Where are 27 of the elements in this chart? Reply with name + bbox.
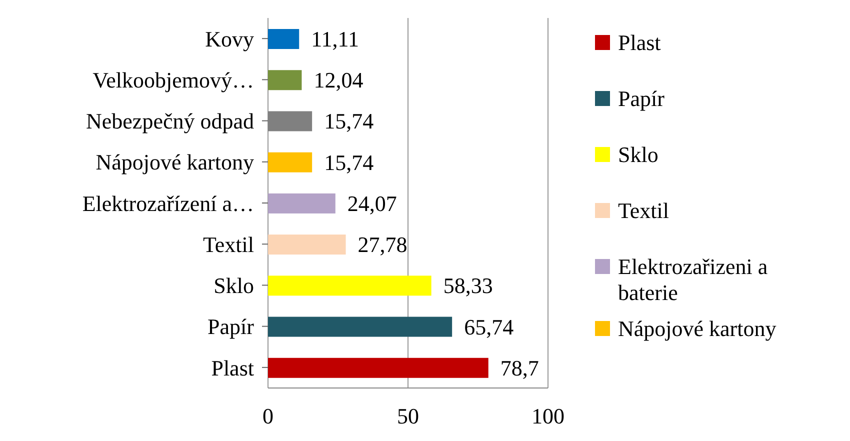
x-tick-label: 100 [532, 404, 564, 429]
y-tick-label: Velkoobjemový… [92, 67, 254, 92]
legend-label: Papír [618, 86, 664, 112]
y-tick-label: Elektrozařízení a… [82, 190, 254, 216]
x-tick-label: 50 [397, 404, 419, 429]
data-label: 78,7 [500, 355, 539, 380]
y-tick-label: Nápojové kartony [96, 150, 254, 175]
data-label: 11,11 [311, 26, 359, 52]
y-tick-label: Sklo [214, 273, 254, 298]
y-tick-label: Nebezpečný odpad [86, 108, 254, 134]
data-label: 15,74 [324, 150, 374, 175]
legend-label: Textil [618, 198, 670, 224]
y-tick-label: Plast [211, 355, 254, 380]
data-label: 58,33 [443, 273, 493, 298]
x-tick-label: 0 [262, 404, 274, 429]
legend-label: Sklo [618, 142, 658, 168]
legend-label: Nápojové kartony [618, 316, 776, 342]
data-label: 24,07 [347, 190, 397, 216]
data-label: 65,74 [464, 314, 514, 340]
data-label: 15,74 [324, 108, 374, 134]
legend-label: Plast [618, 30, 661, 56]
data-label: 27,78 [358, 232, 408, 258]
legend-label: Elektrozařizeni a baterie [618, 254, 769, 306]
y-tick-label: Textil [202, 232, 254, 257]
y-tick-label: Kovy [205, 26, 254, 52]
y-tick-label: Papír [208, 314, 255, 340]
data-label: 12,04 [314, 68, 364, 93]
